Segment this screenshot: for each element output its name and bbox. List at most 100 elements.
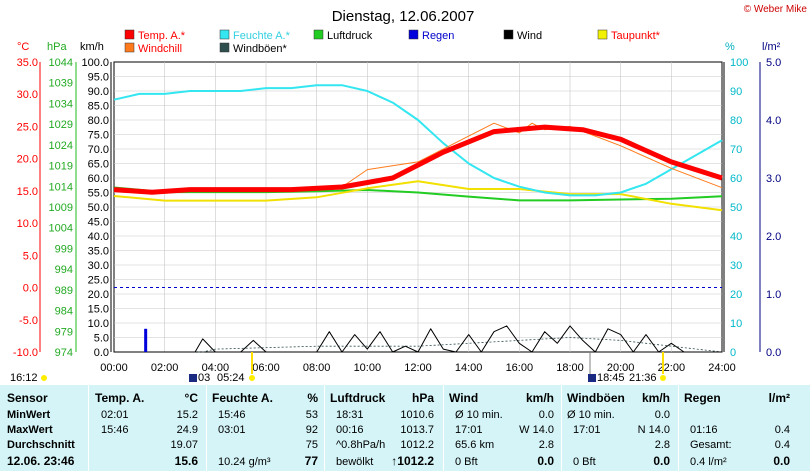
current-temp: 15.6 [174, 454, 198, 468]
th-temp: Temp. A. [95, 391, 145, 405]
wind-tick: 90.0 [88, 86, 109, 98]
humidity-tick: 20 [730, 289, 742, 301]
avg-temp: 19.07 [170, 439, 198, 451]
wind-tick: 15.0 [88, 304, 109, 316]
pressure-tick: 1014 [49, 181, 73, 193]
row-max-label: MaxWert [7, 424, 53, 436]
current-rain: 0.0 [773, 454, 790, 468]
rain-tick: 5.0 [766, 57, 781, 69]
legend-swatch [597, 29, 608, 40]
sunset-time: 18:45 [597, 372, 625, 384]
max-press-time: 00:16 [336, 424, 364, 436]
current-weather-state: bewölkt [336, 456, 374, 468]
rain-axis-unit: l/m² [762, 41, 781, 53]
legend-label: Taupunkt* [611, 30, 661, 42]
rain-total: 0.4 [774, 439, 790, 451]
time-tick: 02:00 [151, 362, 179, 374]
th-humidity: Feuchte A. [212, 391, 273, 405]
chart-title: Dienstag, 12.06.2007 [332, 8, 475, 25]
temp-tick: 10.0 [17, 218, 38, 230]
wind-tick: 0.0 [94, 347, 109, 359]
max-gust-label: 17:01 [573, 424, 601, 436]
temp-tick: 5.0 [23, 250, 38, 262]
max-hum: 92 [305, 424, 318, 436]
wind-tick: 40.0 [88, 231, 109, 243]
col-divider [88, 385, 89, 471]
sun-events: 16:12 03 05:24 18:45 21:36 [10, 352, 666, 384]
current-hum: 77 [304, 454, 318, 468]
col-divider [678, 385, 679, 471]
avg-press-trend: ^0.8hPa/h [336, 439, 386, 451]
th-pressure-unit: hPa [411, 391, 434, 405]
series-wind [114, 325, 722, 353]
temp-tick: -10.0 [13, 347, 38, 359]
th-wind: Wind [449, 391, 479, 405]
wind-tick: 5.0 [94, 333, 109, 345]
stats-table: Sensor Temp. A. °C Feuchte A. % Luftdruc… [0, 385, 810, 471]
th-gust-unit: km/h [641, 391, 670, 405]
wind-tick: 75.0 [88, 130, 109, 142]
moon-icon [660, 375, 666, 381]
col-divider [206, 385, 207, 471]
sunrise-day-label: 03 [198, 372, 210, 384]
legend-label: Feuchte A.* [233, 30, 291, 42]
copyright-label: © Weber Mike [744, 4, 808, 15]
avg-press: 1012.2 [400, 439, 434, 451]
current-press: ↑1012.2 [391, 454, 434, 468]
legend-label: Temp. A.* [138, 30, 186, 42]
max-press: 1013.7 [400, 424, 434, 436]
min-wind: 0.0 [538, 409, 554, 421]
min-hum-time: 15:46 [218, 409, 246, 421]
max-hum-time: 03:01 [218, 424, 246, 436]
legend-label: Regen [422, 30, 454, 42]
temp-tick: 30.0 [17, 89, 38, 101]
time-tick: 00:00 [100, 362, 128, 374]
max-temp-time: 15:46 [101, 424, 129, 436]
axis-headers: °C hPa km/h% l/m² [17, 41, 781, 53]
avg-wind-distance: 65.6 km [455, 439, 495, 451]
chart-legend: Temp. A.* Feuchte A.* Luftdruck Regen Wind Ta… [124, 29, 661, 55]
left-time-label: 16:12 [10, 372, 38, 384]
wind-tick: 100.0 [81, 57, 109, 69]
rain-tick: 2.0 [766, 231, 781, 243]
legend-swatch [408, 29, 419, 40]
humidity-tick: 30 [730, 260, 742, 272]
current-wind: 0.0 [537, 454, 554, 468]
max-gust: N 14.0 [637, 424, 670, 436]
humidity-tick: 60 [730, 173, 742, 185]
wind-tick: 10.0 [88, 318, 109, 330]
sun-icon [249, 375, 255, 381]
max-rain: 0.4 [774, 424, 790, 436]
min-gust: 0.0 [654, 409, 670, 421]
legend-swatch [124, 29, 135, 40]
wind-tick: 55.0 [88, 188, 109, 200]
legend-swatch [219, 42, 230, 53]
rain-tick: 0.0 [766, 347, 781, 359]
pressure-tick: 1034 [49, 98, 73, 110]
current-timestamp: 12.06. 23:46 [7, 454, 75, 468]
humidity-tick: 40 [730, 231, 742, 243]
pressure-tick: 1039 [49, 78, 73, 90]
series-feuchte-a [113, 84, 723, 197]
legend-swatch [503, 29, 514, 40]
humidity-tick: 70 [730, 144, 742, 156]
temp-tick: 25.0 [17, 121, 38, 133]
pressure-tick: 974 [55, 347, 73, 359]
wind-tick: 20.0 [88, 289, 109, 301]
wind-tick: 70.0 [88, 144, 109, 156]
th-wind-unit: km/h [525, 391, 554, 405]
th-pressure: Luftdruck [330, 391, 386, 405]
rain-bar [144, 328, 148, 352]
col-divider [561, 385, 562, 471]
th-rain: Regen [684, 391, 721, 405]
th-gust: Windböen [567, 391, 625, 405]
moon-time: 21:36 [629, 372, 657, 384]
pressure-tick: 1024 [49, 140, 73, 152]
humidity-tick: 10 [730, 318, 742, 330]
avg-gust: 2.8 [654, 439, 670, 451]
avg-wind: 2.8 [538, 439, 554, 451]
weather-chart: Dienstag, 12.06.2007 © Weber Mike Temp. … [10, 4, 808, 384]
pressure-tick: 999 [55, 243, 73, 255]
legend-label: Windböen* [233, 43, 288, 55]
row-min-label: MinWert [7, 409, 51, 421]
